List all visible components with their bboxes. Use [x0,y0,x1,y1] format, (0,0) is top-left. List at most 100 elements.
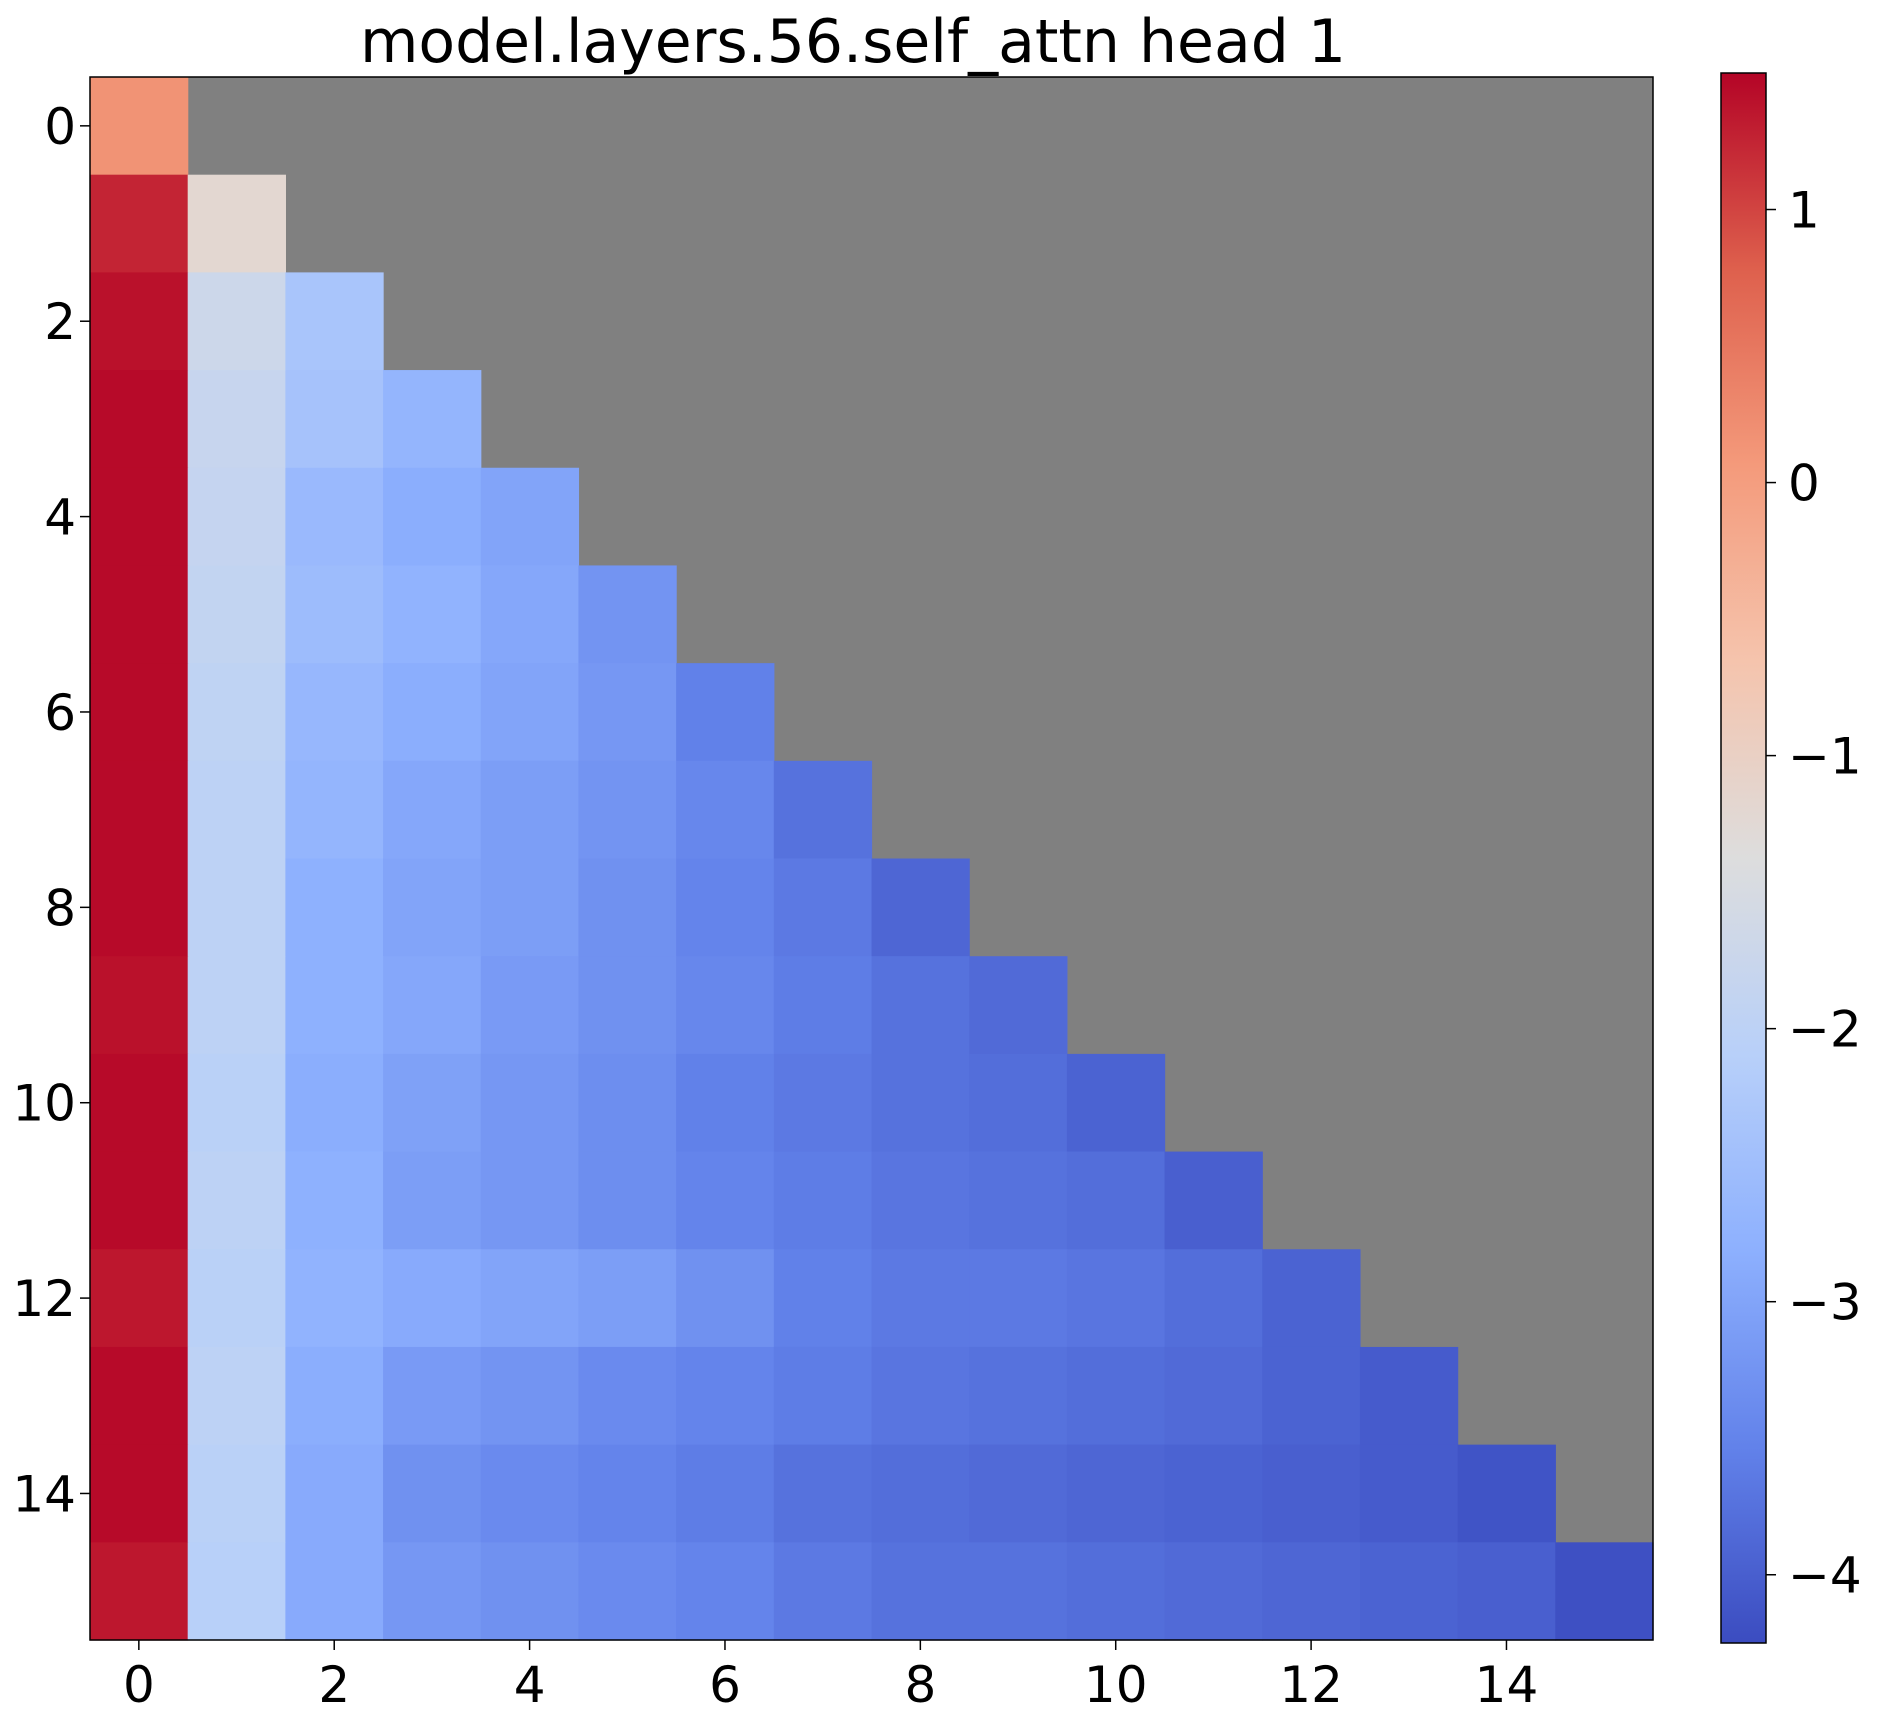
heatmap-cell [578,956,677,1055]
x-tick-label: 0 [123,1656,155,1712]
heatmap-cell [285,467,384,567]
x-tick-label: 12 [1279,1656,1343,1712]
y-tick-label: 6 [44,684,76,742]
heatmap-cell [383,1151,482,1250]
heatmap-cell [90,174,189,273]
heatmap-cell [676,1151,775,1250]
heatmap-cell [187,174,286,273]
plot-frame [89,76,1654,1641]
heatmap-cell [480,1346,580,1446]
heatmap-cell [1262,1542,1361,1641]
heatmap-cell [90,956,189,1055]
heatmap-cell [480,1249,580,1348]
colorbar-tick-label: −1 [1788,728,1862,786]
heatmap-cell [1066,1346,1166,1446]
heatmap-cell [1359,1346,1459,1446]
heatmap-cell [90,370,189,469]
heatmap-cell [578,760,677,860]
heatmap-cell [578,858,677,957]
heatmap-cell [187,272,286,371]
heatmap-cell [871,1346,970,1446]
y-tick-label: 2 [44,293,76,351]
heatmap-cell [285,370,384,469]
heatmap-cell [383,663,482,762]
heatmap-cell [1164,1346,1263,1446]
heatmap-cell [285,1151,384,1250]
heatmap-cell [676,956,775,1055]
heatmap-cell [871,1249,970,1348]
colorbar-tick-label: −4 [1788,1547,1862,1605]
heatmap-cell [578,1053,677,1153]
heatmap-cell [285,760,384,860]
heatmap-cell [187,467,286,567]
heatmap-cell [383,1249,482,1348]
heatmap-cell [480,1151,580,1250]
heatmap-cell [187,1542,286,1641]
heatmap-cell [871,1444,970,1543]
heatmap-cell [480,663,580,762]
heatmap-cell [1457,1444,1556,1543]
heatmap-cell [90,77,189,176]
y-tick-label: 12 [12,1270,76,1328]
heatmap-cell [90,1151,189,1250]
heatmap-cell [1164,1444,1263,1543]
heatmap-cell [383,956,482,1055]
colorbar-tick-label: 0 [1788,455,1820,513]
heatmap-cell [1555,1542,1654,1641]
heatmap-cell [1262,1444,1361,1543]
heatmap-cell [969,1249,1068,1348]
heatmap-cell [480,1053,580,1153]
heatmap-cell [969,1444,1068,1543]
heatmap-cell [187,1346,286,1446]
heatmap-cell [578,1542,677,1641]
heatmap-cell [90,467,189,567]
heatmap-cell [773,1444,873,1543]
x-tick-label: 4 [514,1656,546,1712]
x-tick-label: 10 [1084,1656,1148,1712]
heatmap-cell [773,858,873,957]
heatmap-cell [285,565,384,664]
heatmap-cell [187,1151,286,1250]
heatmap-cell [187,956,286,1055]
heatmap-cell [578,1346,677,1446]
heatmap-cell [383,1542,482,1641]
heatmap-cell [676,858,775,957]
heatmap-cell [480,760,580,860]
heatmap-cell [285,1346,384,1446]
heatmap-cell [676,1444,775,1543]
y-axis: 0 2 4 6 8 10 12 14 [12,98,90,1523]
heatmap-cell [480,467,580,567]
heatmap-cell [1457,1542,1556,1641]
heatmap-cell [676,663,775,762]
colorbar-tick-label: −2 [1788,1001,1862,1059]
chart-title: model.layers.56.self_attn head 1 [360,7,1346,77]
heatmap-cell [285,1249,384,1348]
x-tick-label: 8 [904,1656,936,1712]
heatmap-cell [1164,1542,1263,1641]
heatmap-cell [90,1444,189,1543]
heatmap-cell [1359,1542,1459,1641]
heatmap-cell [285,858,384,957]
heatmap-cell [1066,1249,1166,1348]
heatmap-cell [871,1542,970,1641]
heatmap-cell [187,565,286,664]
heatmap-cells [90,77,1654,1641]
heatmap-cell [578,1444,677,1543]
heatmap-cell [676,1053,775,1153]
heatmap-cell [90,760,189,860]
x-tick-label: 2 [318,1656,350,1712]
heatmap-cell [383,565,482,664]
heatmap-cell [676,1542,775,1641]
heatmap-cell [1359,1444,1459,1543]
heatmap-cell [285,663,384,762]
heatmap-cell [1262,1249,1361,1348]
heatmap-cell [773,956,873,1055]
heatmap-cell [383,1053,482,1153]
heatmap-cell [90,1053,189,1153]
heatmap-cell [969,1053,1068,1153]
heatmap-cell [383,858,482,957]
heatmap-cell [90,1542,189,1641]
heatmap-cell [480,956,580,1055]
heatmap-cell [187,1053,286,1153]
